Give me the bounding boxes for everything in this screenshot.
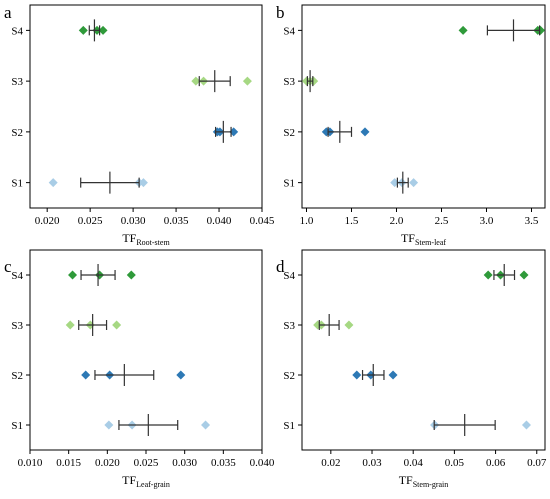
panel-a: a 0.020 0.025 0.030 0.035 0.040 0.045 S1 S2 S3 S4 T… [4,3,275,247]
x-axis-label-main: TF [122,231,136,245]
x-tick-label: 0.020 [35,215,60,227]
data-point-s4 [519,270,529,280]
plot-frame [301,249,546,451]
y-tick-label: S3 [283,320,295,332]
x-tick-label: 0.035 [211,457,236,469]
x-tick-label: 0.07 [527,457,547,469]
x-axis-label-main: TF [122,473,136,487]
data-point-s4 [78,25,88,35]
panel-b: b 1.0 1.5 2.0 2.5 3.0 3.5 S1 S2 S3 S4 TFStem-leaf [276,3,546,247]
x-axis-label-sub: Root-stem [136,238,170,247]
x-axis-label: TFStem-leaf [401,231,446,247]
x-tick-label: 0.040 [250,457,275,469]
data-point-s3 [344,320,354,330]
data-point-s1 [104,420,114,430]
y-tick-label: S3 [11,76,23,88]
x-tick-label: 3.0 [480,215,494,227]
x-axis-label-sub: Stem-grain [413,480,449,489]
plot-frame [29,249,263,451]
data-point-s3 [191,76,201,86]
y-tick-label: S3 [283,76,295,88]
data-point-s3 [65,320,75,330]
x-axis-label: TFStem-grain [399,473,449,489]
x-axis-label-main: TF [399,473,413,487]
x-tick-label: 2.0 [390,215,404,227]
y-tick-label: S2 [283,370,295,382]
x-axis-label-sub: Stem-leaf [415,238,446,247]
x-axis-label: TFLeaf-grain [122,473,170,489]
panel-label: d [276,257,285,276]
y-tick-label: S1 [11,178,23,190]
plot-frame [29,4,263,209]
y-tick-label: S4 [11,25,23,37]
y-tick-label: S4 [283,25,295,37]
x-tick-label: 0.05 [445,457,465,469]
panel-c: c 0.010 0.015 0.020 0.025 0.030 0.035 0.040 S1 S2… [4,249,275,489]
x-tick-label: 0.045 [250,215,275,227]
x-axis-label: TFRoot-stem [122,231,170,247]
x-tick-label: 1.5 [345,215,359,227]
data-point-s1 [409,178,419,188]
data-point-s4 [68,270,78,280]
data-point-s2 [360,127,370,137]
panel-label: c [4,257,12,276]
data-point-s1 [201,420,211,430]
x-tick-label: 0.010 [18,457,43,469]
x-tick-label: 0.015 [56,457,81,469]
x-tick-label: 0.030 [172,457,197,469]
x-tick-label: 0.025 [78,215,103,227]
data-point-s1 [521,420,531,430]
x-tick-label: 0.020 [95,457,120,469]
data-point-s2 [388,370,398,380]
y-tick-label: S1 [283,420,295,432]
x-tick-label: 0.04 [404,457,424,469]
data-point-s4 [98,25,108,35]
x-tick-label: 0.040 [207,215,232,227]
data-point-s1 [138,178,148,188]
data-point-s4 [483,270,493,280]
y-tick-label: S4 [11,270,23,282]
y-tick-label: S4 [283,270,295,282]
panel-label: b [276,3,285,22]
data-point-s3 [112,320,122,330]
y-tick-label: S2 [11,370,23,382]
y-tick-label: S3 [11,320,23,332]
x-tick-label: 1.0 [300,215,314,227]
panel-d: d 0.02 0.03 0.04 0.05 0.06 0.07 S1 S2 S3 S4 TFStem-… [276,249,547,489]
data-point-s3 [309,76,319,86]
x-tick-label: 0.03 [362,457,382,469]
x-axis-label-main: TF [401,231,415,245]
data-point-s4 [536,25,545,35]
plot-frame [301,4,546,209]
x-tick-label: 3.5 [525,215,539,227]
y-tick-label: S1 [11,420,23,432]
data-point-s2 [176,370,186,380]
x-tick-label: 0.035 [164,215,189,227]
data-point-s2 [81,370,91,380]
y-tick-label: S2 [11,127,23,139]
data-point-s4 [458,25,468,35]
panel-label: a [4,3,12,22]
data-point-s4 [126,270,136,280]
x-tick-label: 2.5 [435,215,449,227]
x-axis-label-sub: Leaf-grain [136,480,170,489]
data-point-s3 [242,76,252,86]
y-tick-label: S2 [283,127,295,139]
y-tick-label: S1 [283,178,295,190]
x-tick-label: 0.030 [121,215,146,227]
x-tick-label: 0.06 [486,457,506,469]
data-point-s1 [48,178,58,188]
data-point-s2 [352,370,362,380]
x-tick-label: 0.025 [134,457,159,469]
x-tick-label: 0.02 [321,457,340,469]
